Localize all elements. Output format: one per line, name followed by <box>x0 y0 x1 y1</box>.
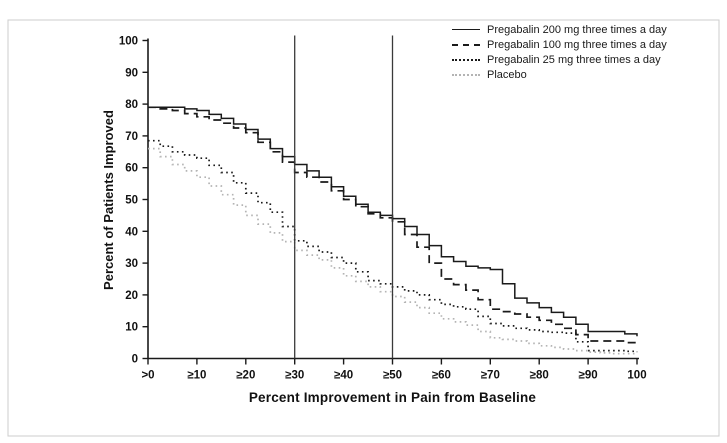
y-tick-label: 0 <box>132 354 138 366</box>
x-axis-title: Percent Improvement in Pain from Baselin… <box>248 390 537 405</box>
x-tick-label: ≥80 <box>530 370 549 382</box>
legend-label: Pregabalin 200 mg three times a day <box>487 23 667 36</box>
y-tick-label: 20 <box>125 290 138 302</box>
legend-label: Pregabalin 25 mg three times a day <box>487 53 661 66</box>
x-tick-label: ≥90 <box>579 370 598 382</box>
x-tick-label: ≥60 <box>432 370 451 382</box>
legend-line-sample <box>452 58 480 61</box>
y-tick-label: 40 <box>125 226 138 238</box>
y-axis-title: Percent of Patients Improved <box>101 110 116 290</box>
legend-item: Pregabalin 200 mg three times a day <box>452 22 667 37</box>
series-line-pregabalin-25-mg-three-times-a-day <box>148 139 638 353</box>
x-tick-label: ≥10 <box>187 370 206 382</box>
y-tick-label: 100 <box>119 36 138 48</box>
legend: Pregabalin 200 mg three times a day Prega… <box>452 22 667 82</box>
y-tick-label: 90 <box>125 67 138 79</box>
legend-line-sample <box>452 43 480 46</box>
legend-item: Placebo <box>452 67 667 82</box>
x-tick-label: ≥40 <box>334 370 353 382</box>
y-tick-label: 70 <box>125 131 138 143</box>
x-tick-label: 100 <box>627 370 646 382</box>
legend-label: Pregabalin 100 mg three times a day <box>487 38 667 51</box>
figure-border <box>7 19 720 437</box>
legend-line-sample <box>452 73 480 76</box>
x-tick-label: ≥70 <box>481 370 500 382</box>
legend-label: Placebo <box>487 68 527 81</box>
x-tick-label: ≥50 <box>383 370 402 382</box>
x-tick-label: >0 <box>141 370 154 382</box>
y-tick-label: 50 <box>125 195 138 207</box>
y-tick-label: 60 <box>125 163 138 175</box>
y-tick-label: 30 <box>125 258 138 270</box>
legend-line-sample <box>452 29 480 30</box>
y-tick-label: 10 <box>125 322 138 334</box>
y-tick-label: 80 <box>125 99 138 111</box>
legend-item: Pregabalin 25 mg three times a day <box>452 52 667 67</box>
x-tick-label: ≥30 <box>285 370 304 382</box>
legend-item: Pregabalin 100 mg three times a day <box>452 37 667 52</box>
x-tick-label: ≥20 <box>236 370 255 382</box>
series-line-placebo <box>148 147 637 355</box>
